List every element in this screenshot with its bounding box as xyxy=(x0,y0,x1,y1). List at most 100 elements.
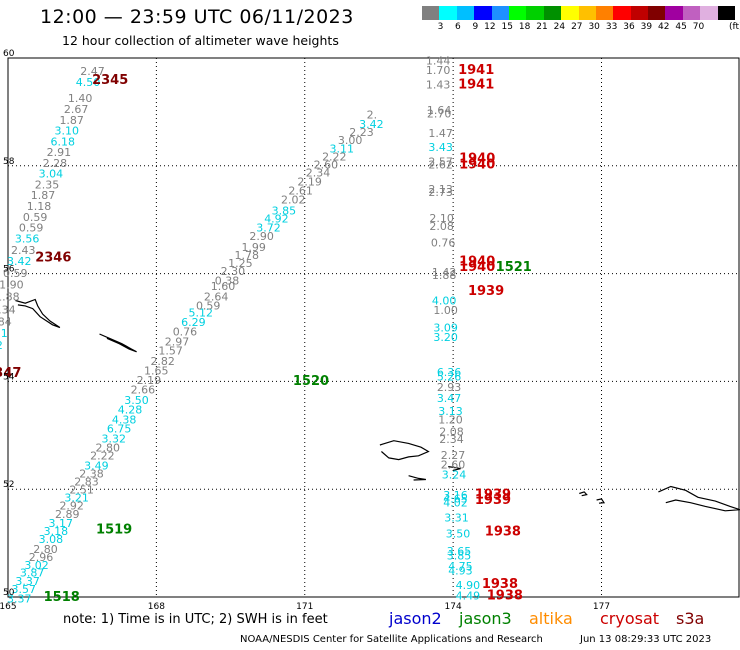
color-swatch xyxy=(700,6,718,20)
swh-value: 3.37 xyxy=(7,592,32,605)
swh-value: 4.02 xyxy=(443,496,468,509)
swh-value: 6.18 xyxy=(51,135,76,148)
color-scale-label: 39 xyxy=(640,22,653,32)
color-scale-label: 36 xyxy=(623,22,635,32)
pass-time-labels: 2345234623471941194119401940194019401939… xyxy=(0,63,532,605)
swh-value: 2.22 xyxy=(322,150,347,163)
color-swatch xyxy=(630,6,649,20)
swh-value: 4.65 xyxy=(443,493,468,506)
pass-time-label: 1938 xyxy=(482,577,518,592)
swh-value: 3.08 xyxy=(39,533,64,546)
swh-value: 2.66 xyxy=(131,383,156,396)
swh-value: 3.65 xyxy=(447,545,472,558)
swh-value: 3.02 xyxy=(24,559,49,572)
pass-time-label: 1940 xyxy=(459,152,495,167)
swh-value: 5.01 xyxy=(0,327,8,340)
legend-altika: altika xyxy=(529,609,573,628)
coastlines xyxy=(15,298,740,512)
legend-cryosat: cryosat xyxy=(600,609,660,628)
lon-tick-label: 171 xyxy=(296,602,313,612)
swh-value: 2.80 xyxy=(33,543,58,556)
color-scale-label: 27 xyxy=(571,22,583,32)
swh-value: 4.49 xyxy=(456,590,481,603)
swh-value: 1.99 xyxy=(241,241,266,254)
coastline xyxy=(379,440,430,461)
swh-value: 3.31 xyxy=(444,512,469,525)
swh-value: 2.60 xyxy=(441,459,466,472)
swh-value: 4.90 xyxy=(456,579,481,592)
lon-tick-label: 168 xyxy=(148,602,165,612)
swh-value: 5.26 xyxy=(437,370,462,383)
swh-value: 1.65 xyxy=(144,364,169,377)
swh-value: 2.27 xyxy=(441,449,466,462)
color-swatch xyxy=(682,6,701,20)
color-swatch xyxy=(526,6,544,20)
swh-value: 3.43 xyxy=(428,141,453,154)
pass-time-label: 1938 xyxy=(485,525,521,540)
lat-tick-label: 52 xyxy=(3,480,14,490)
pass-time-label: 1938 xyxy=(487,589,523,604)
coastline xyxy=(579,491,588,497)
lat-tick-label: 54 xyxy=(3,372,15,382)
pass-time-label: 2346 xyxy=(35,251,71,266)
swh-value: 1.20 xyxy=(438,413,463,426)
swh-value: 2.51 xyxy=(69,484,94,497)
swh-value: 0.59 xyxy=(19,222,44,235)
swh-value: 2.92 xyxy=(59,500,83,513)
color-swatch xyxy=(456,6,475,20)
swh-value: 3.16 xyxy=(443,489,468,502)
swh-value: 3.24 xyxy=(442,468,467,481)
swh-value: 2.23 xyxy=(349,126,374,139)
lon-tick-label: 165 xyxy=(0,602,17,612)
swh-value: 1.88 xyxy=(432,269,457,282)
color-swatch xyxy=(648,6,666,20)
swh-value: 0.84 xyxy=(0,315,12,328)
color-swatch xyxy=(474,6,492,20)
pass-time-label: 1939 xyxy=(475,487,511,502)
swh-value: 6.75 xyxy=(107,423,131,436)
swh-value: 4.00 xyxy=(432,294,457,307)
color-scale-label: 6 xyxy=(455,22,461,32)
coastline xyxy=(15,298,61,329)
swh-value: 2.80 xyxy=(96,441,121,454)
swh-value: 3.50 xyxy=(124,394,149,407)
swh-value: 1.64 xyxy=(427,104,452,117)
color-scale-label: 42 xyxy=(658,22,670,32)
swh-value: 2.60 xyxy=(314,158,339,171)
color-scale-label: 21 xyxy=(536,22,548,32)
swh-value: 1.43 xyxy=(426,79,451,92)
swh-value: 2.34 xyxy=(0,303,16,316)
legend-jason3: jason3 xyxy=(459,609,512,628)
swh-value: 1.90 xyxy=(0,279,24,292)
swh-value: 3.21 xyxy=(64,492,89,505)
swh-value: 2.08 xyxy=(439,425,464,438)
color-swatch xyxy=(439,6,457,20)
color-scale-label: 70 xyxy=(692,22,705,32)
chart-title: 12:00 — 23:59 UTC 06/11/2023 xyxy=(40,6,354,28)
swh-value: 4.75 xyxy=(448,560,473,573)
swh-value: 1.44 xyxy=(426,54,451,67)
color-swatch xyxy=(613,6,631,20)
pass-time-label: 1940 xyxy=(459,260,495,275)
swh-value: 1.78 xyxy=(235,249,260,262)
swh-value: 2.34 xyxy=(306,167,331,180)
swh-value: 3.56 xyxy=(15,232,40,245)
color-scale-label: 45 xyxy=(675,22,687,32)
swh-value: 3.42 xyxy=(7,255,32,268)
swh-value: 0.59 xyxy=(196,300,221,313)
swh-value: 2.38 xyxy=(79,467,104,480)
pass-time-label: 1940 xyxy=(459,157,495,172)
swh-value: 2.19 xyxy=(137,374,162,387)
swh-value: 2.73 xyxy=(428,186,453,199)
swh-value: 2.96 xyxy=(29,551,54,564)
swh-value: 6.29 xyxy=(181,316,206,329)
lon-tick-label: 174 xyxy=(445,602,462,612)
swh-value: 2.90 xyxy=(249,230,274,243)
footer-note: note: 1) Time is in UTC; 2) SWH is in fe… xyxy=(63,612,328,627)
swh-value: 3.09 xyxy=(433,321,458,334)
wave-height-observations: 2.474.501.402.671.873.106.182.912.283.04… xyxy=(0,54,480,605)
swh-value: 1.60 xyxy=(211,280,236,293)
swh-value: 3.47 xyxy=(437,392,462,405)
color-swatch xyxy=(578,6,596,20)
coastline xyxy=(408,475,426,481)
